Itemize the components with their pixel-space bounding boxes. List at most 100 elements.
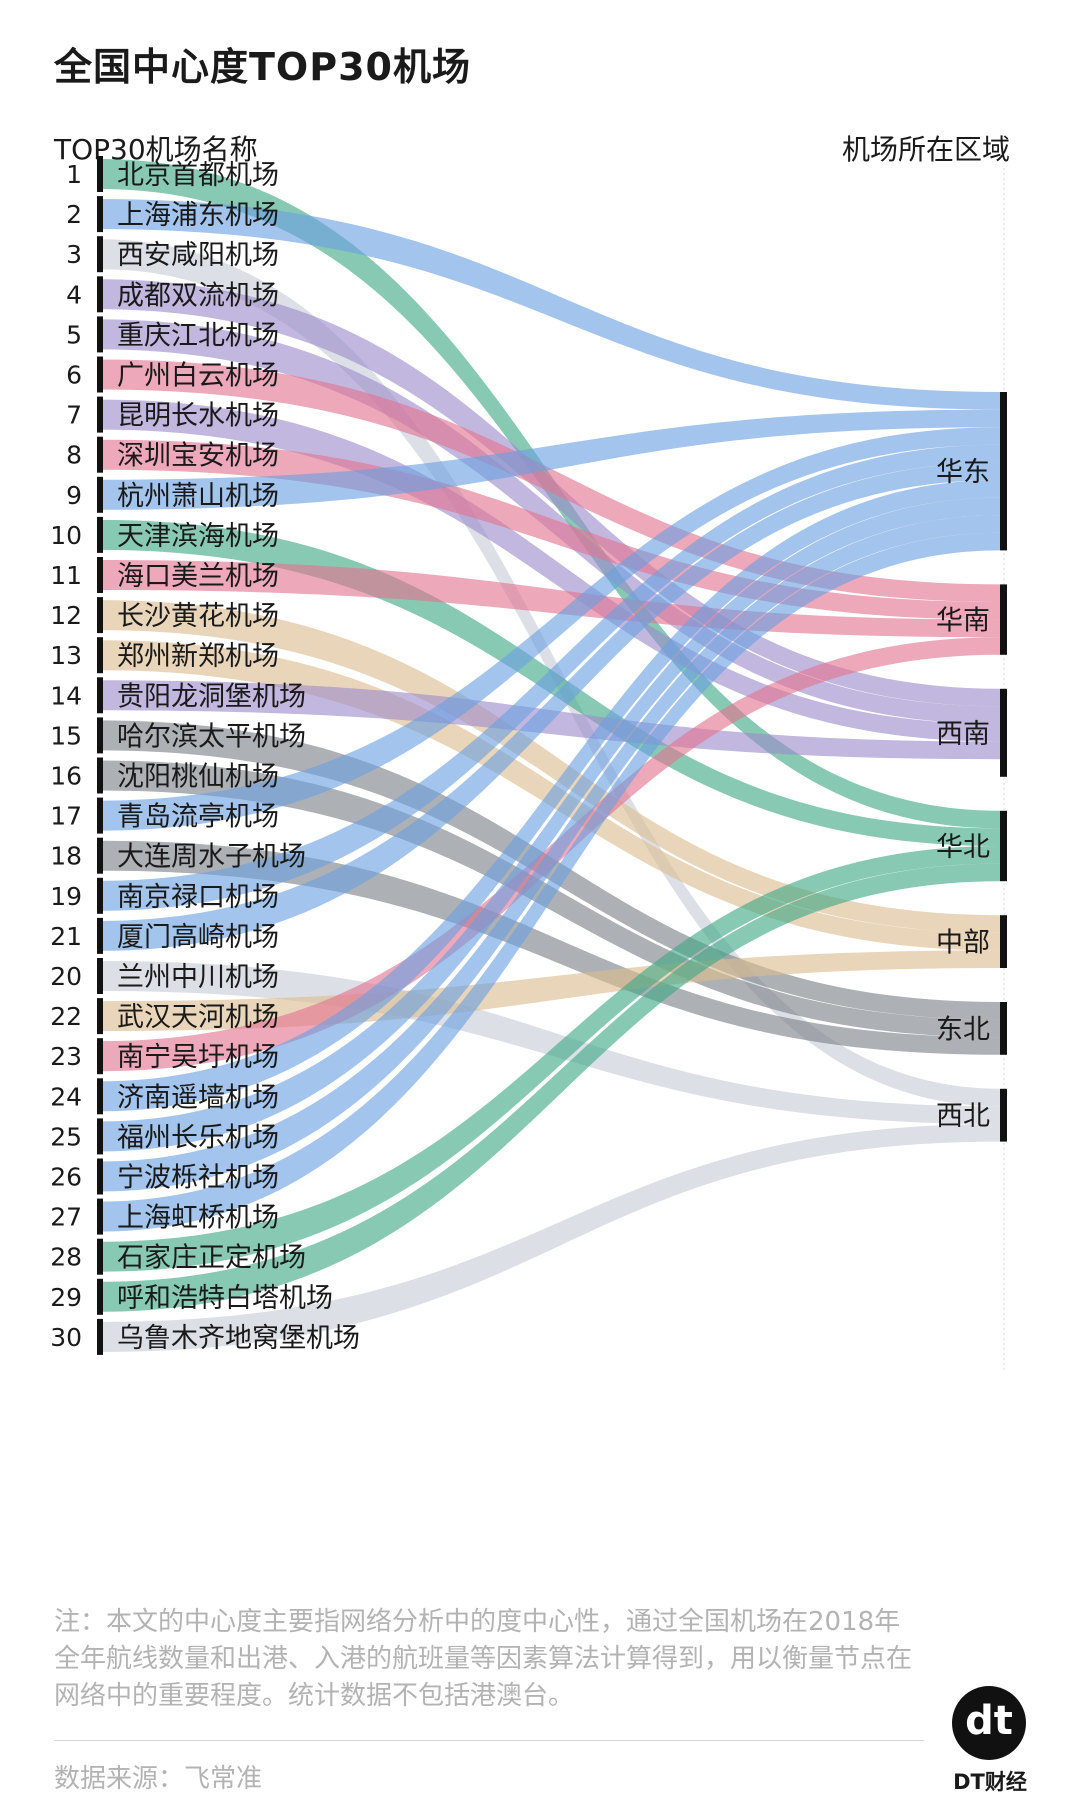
airport-name: 石家庄正定机场 [117, 1243, 306, 1274]
flow-26 [100, 515, 1000, 1192]
flow-29 [100, 863, 1000, 1312]
airport-rank: 29 [50, 1283, 82, 1312]
airport-name: 上海浦东机场 [117, 200, 279, 231]
brand-logo: dt [952, 1686, 1026, 1760]
airport-name: 南京禄口机场 [117, 882, 279, 913]
airport-marker [97, 797, 103, 834]
airport-name: 厦门高崎机场 [117, 922, 279, 953]
region-bar [1000, 688, 1007, 777]
airport-name: 天津滨海机场 [117, 521, 279, 552]
airport-marker [97, 677, 103, 714]
airport-marker [97, 196, 103, 233]
airport-marker [97, 717, 103, 754]
flow-9 [100, 409, 1000, 510]
flow-25 [100, 497, 1000, 1152]
region-label: 西北 [936, 1101, 990, 1132]
flow-17 [100, 427, 1000, 831]
airport-marker [97, 917, 103, 954]
airport-name: 宁波栎社机场 [117, 1163, 279, 1194]
flow-28 [100, 846, 1000, 1272]
airport-name: 大连周水子机场 [117, 842, 306, 873]
airport-name: 海口美兰机场 [117, 561, 279, 592]
region-label: 中部 [936, 928, 990, 959]
airport-list: 1 北京首都机场 2 上海浦东机场 3 西安咸阳机场 4 成都双流机场 5 重庆江北机场 6 广州白云… [50, 156, 360, 1355]
airport-marker [97, 396, 103, 433]
airport-name: 成都双流机场 [117, 280, 279, 311]
airport-name: 北京首都机场 [117, 160, 279, 191]
region-label: 华北 [936, 832, 990, 863]
airport-rank: 1 [66, 160, 82, 189]
airport-name: 重庆江北机场 [117, 320, 279, 351]
airport-marker [97, 557, 103, 593]
region-bar [1000, 810, 1007, 882]
flow-6 [100, 359, 1000, 602]
flow-24 [100, 480, 1000, 1112]
flow-4 [100, 279, 1000, 707]
airport-marker [97, 597, 103, 634]
airport-rank: 4 [66, 280, 82, 309]
flow-19 [100, 444, 1000, 911]
airport-marker [97, 1158, 103, 1195]
airport-marker [97, 998, 103, 1035]
data-source: 数据来源：飞常准 [54, 1764, 263, 1794]
airport-name: 广州白云机场 [117, 361, 279, 392]
airport-rank: 8 [66, 441, 82, 470]
flow-27 [100, 532, 1000, 1232]
airport-marker [97, 1238, 103, 1275]
airport-rank: 7 [66, 401, 82, 430]
airport-name: 南宁吴圩机场 [117, 1042, 279, 1073]
brand-name: DT财经 [953, 1770, 1027, 1794]
left-axis-label: TOP30机场名称 [54, 133, 258, 166]
flow-12 [100, 600, 1000, 933]
region-label: 东北 [936, 1014, 990, 1045]
airport-rank: 11 [50, 561, 82, 590]
airport-rank: 26 [50, 1163, 82, 1192]
airport-marker [97, 958, 103, 994]
airport-rank: 13 [50, 641, 82, 670]
airport-rank: 22 [50, 1002, 82, 1031]
airport-name: 昆明长水机场 [117, 401, 279, 432]
region-bar [1000, 584, 1007, 655]
airport-rank: 30 [50, 1323, 82, 1352]
airport-name: 上海虹桥机场 [117, 1203, 279, 1234]
airport-rank: 18 [50, 842, 82, 871]
airport-name: 西安咸阳机场 [117, 240, 279, 271]
airport-name: 郑州新郑机场 [117, 641, 279, 672]
sankey-chart: 1 北京首都机场 2 上海浦东机场 3 西安咸阳机场 4 成都双流机场 5 重庆江北机场 6 广州白云… [50, 156, 1007, 1372]
airport-name: 长沙黄花机场 [117, 601, 279, 632]
airport-rank: 14 [50, 681, 82, 710]
airport-rank: 21 [50, 922, 82, 951]
airport-name: 呼和浩特白塔机场 [117, 1283, 333, 1314]
flow-layer [100, 159, 1000, 1352]
airport-rank: 23 [50, 1042, 82, 1071]
footer-divider [54, 1740, 924, 1741]
airport-marker [97, 516, 103, 553]
airport-marker [97, 1198, 103, 1235]
airport-marker [97, 156, 103, 192]
airport-rank: 19 [50, 882, 82, 911]
airport-marker [97, 436, 103, 473]
airport-rank: 12 [50, 601, 82, 630]
airport-rank: 25 [50, 1122, 82, 1151]
chart-title: 全国中心度TOP30机场 [54, 45, 471, 89]
logo-mark: dt [965, 1698, 1013, 1744]
airport-marker [97, 1118, 103, 1155]
airport-rank: 10 [50, 521, 82, 550]
flow-2 [100, 199, 1000, 410]
airport-rank: 24 [50, 1082, 82, 1111]
airport-rank: 15 [50, 721, 82, 750]
flow-18 [100, 840, 1000, 1055]
airport-marker [97, 1038, 103, 1075]
region-label: 华东 [936, 457, 990, 488]
airport-marker [97, 757, 103, 794]
airport-rank: 6 [66, 361, 82, 390]
airport-marker [97, 1318, 103, 1355]
airport-marker [97, 276, 103, 313]
airport-rank: 9 [66, 481, 82, 510]
airport-marker [97, 316, 103, 353]
region-bar [1000, 1088, 1007, 1142]
airport-rank: 2 [66, 200, 82, 229]
airport-name: 杭州萧山机场 [117, 481, 279, 512]
airport-marker [97, 837, 103, 874]
